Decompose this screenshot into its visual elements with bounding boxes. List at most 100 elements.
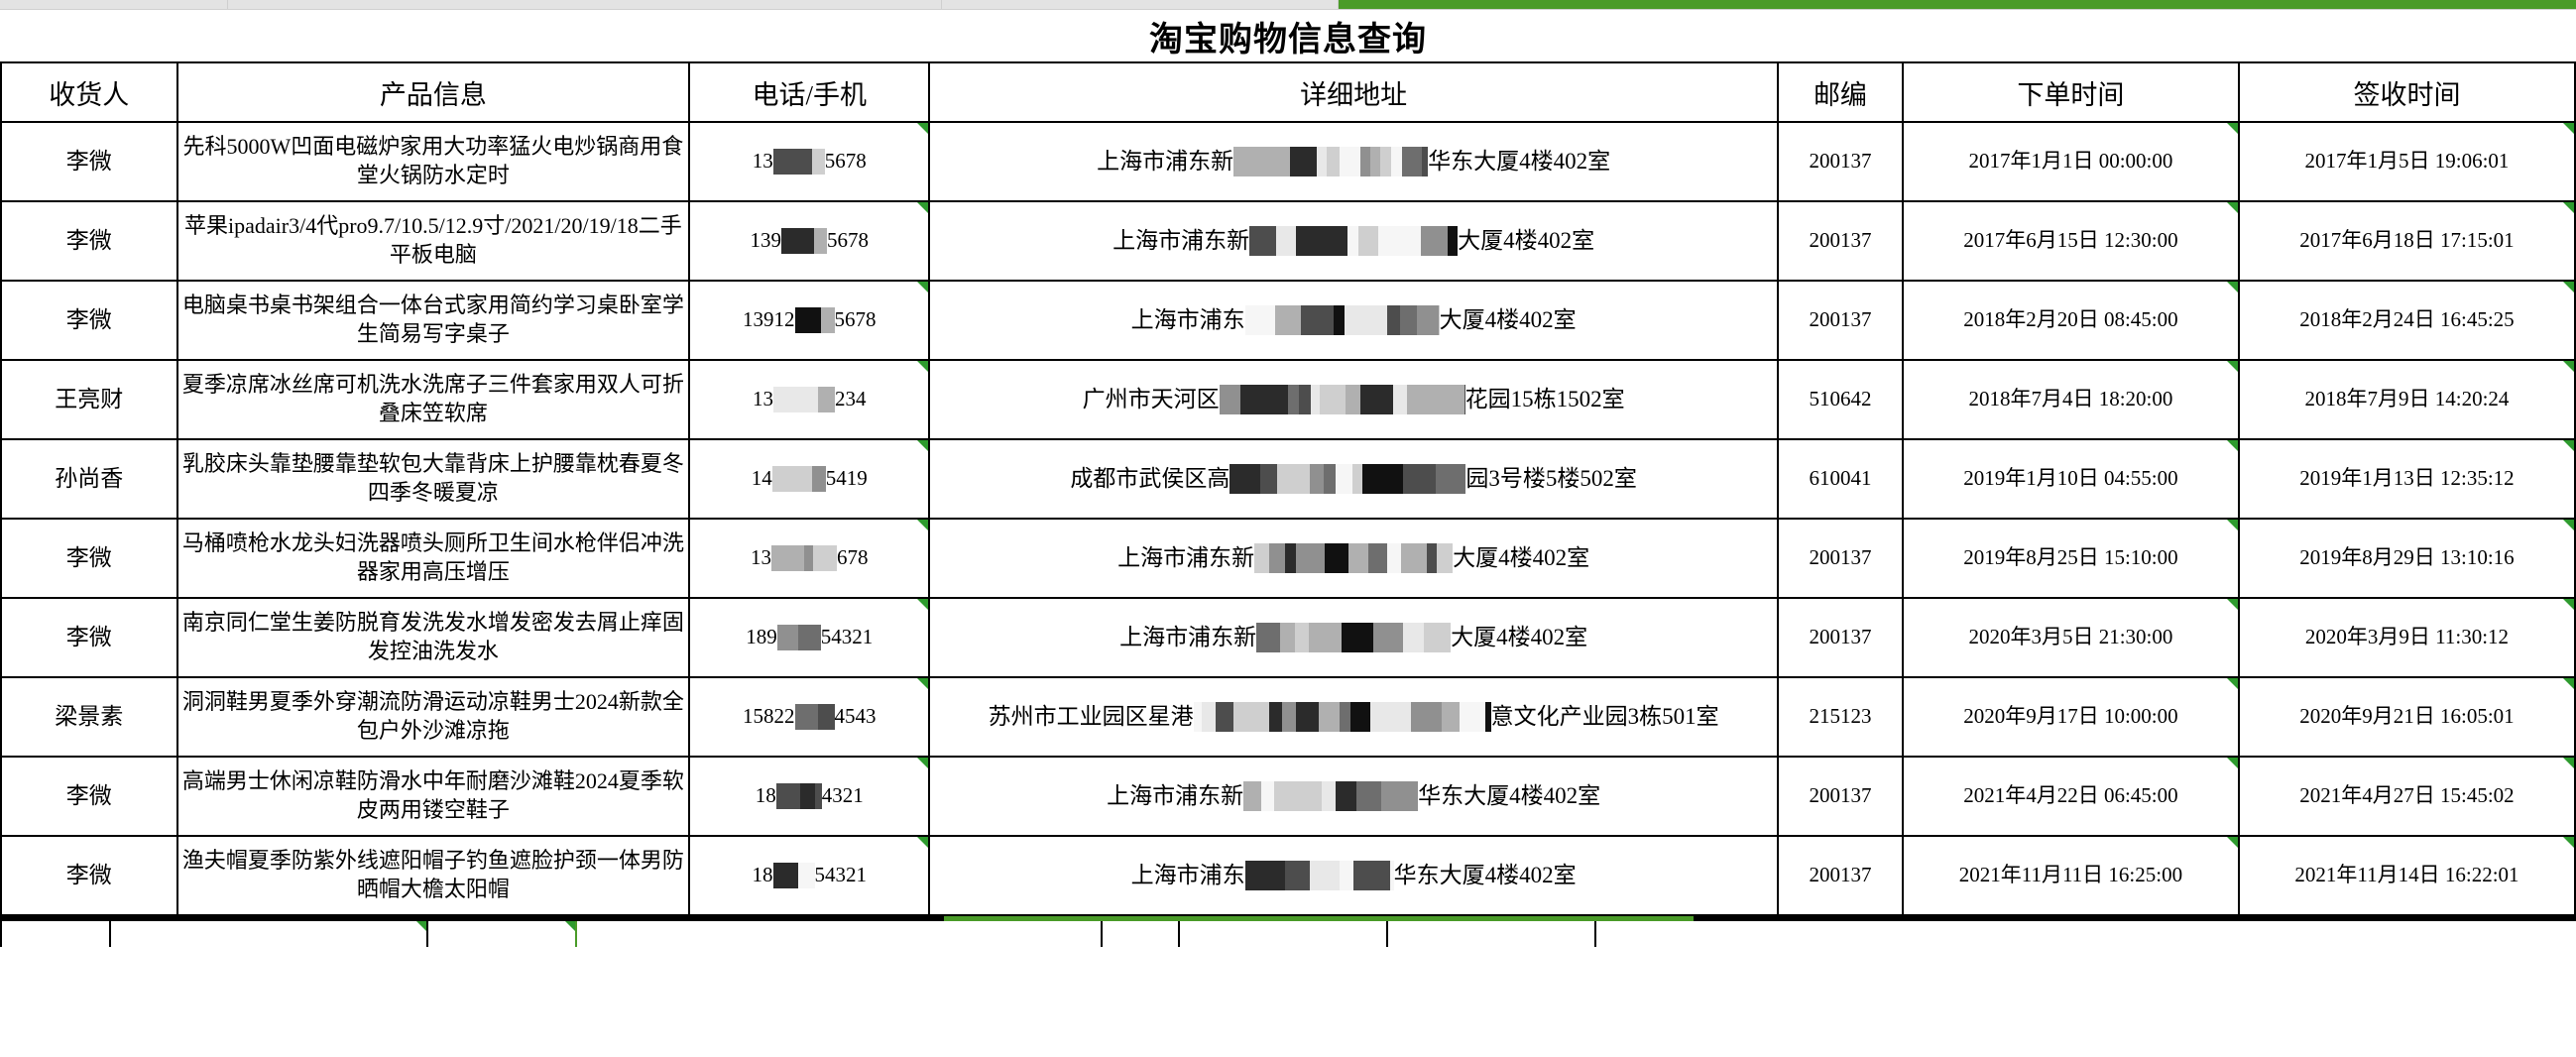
table-row[interactable]: 李微 渔夫帽夏季防紫外线遮阳帽子钓鱼遮脸护颈一体男防晒帽大檐太阳帽 18 54321 上… [0, 835, 2576, 916]
cell-recipient-name[interactable]: 李微 [0, 121, 178, 202]
cell-order-time[interactable]: 2020年3月5日 21:30:00 [1901, 597, 2240, 678]
cell-recipient-name[interactable]: 李微 [0, 835, 178, 916]
table-row[interactable]: 孙尚香 乳胶床头靠垫腰靠垫软包大靠背床上护腰靠枕春夏冬四季冬暖夏凉 14 5419 成都… [0, 438, 2576, 520]
cell-phone-number[interactable]: 18 54321 [688, 835, 931, 916]
cell-postal-code[interactable]: 510642 [1776, 359, 1904, 440]
column-header-signed-at[interactable]: 签收时间 [2237, 61, 2576, 123]
redacted-mosaic [1254, 542, 1454, 573]
cell-product-info[interactable]: 洞洞鞋男夏季外穿潮流防滑运动凉鞋男士2024新款全包户外沙滩凉拖 [176, 676, 691, 758]
cell-order-time[interactable]: 2021年4月22日 06:45:00 [1901, 756, 2240, 837]
cell-product-info[interactable]: 乳胶床头靠垫腰靠垫软包大靠背床上护腰靠枕春夏冬四季冬暖夏凉 [176, 438, 691, 520]
cell-recipient-name[interactable]: 王亮财 [0, 359, 178, 440]
column-header-order-at[interactable]: 下单时间 [1901, 61, 2240, 123]
comment-marker-icon [2563, 521, 2573, 530]
cell-postal-code[interactable]: 200137 [1776, 518, 1904, 599]
cell-detailed-address[interactable]: 上海市浦东新 大厦4楼402室 [928, 200, 1779, 282]
recipient-name-text: 李微 [65, 862, 112, 887]
table-row[interactable]: 李微 苹果ipadair3/4代pro9.7/10.5/12.9寸/2021/20… [0, 200, 2576, 282]
cell-phone-number[interactable]: 13 234 [688, 359, 931, 440]
cell-recipient-name[interactable]: 孙尚香 [0, 438, 178, 520]
cell-order-time[interactable]: 2017年6月15日 12:30:00 [1901, 200, 2240, 282]
cell-postal-code[interactable]: 610041 [1776, 438, 1904, 520]
cell-signed-time[interactable]: 2019年8月29日 13:10:16 [2237, 518, 2576, 599]
cell-detailed-address[interactable]: 上海市浦东新 华东大厦4楼402室 [928, 121, 1779, 202]
cell-recipient-name[interactable]: 李微 [0, 280, 178, 361]
product-info-text: 电脑桌书桌书架组合一体台式家用简约学习桌卧室学生简易写字桌子 [181, 293, 684, 346]
cell-product-info[interactable]: 高端男士休闲凉鞋防滑水中年耐磨沙滩鞋2024夏季软皮两用镂空鞋子 [176, 756, 691, 837]
cell-detailed-address[interactable]: 上海市浦东新 大厦4楼402室 [928, 518, 1779, 599]
cell-recipient-name[interactable]: 李微 [0, 597, 178, 678]
cell-postal-code[interactable]: 215123 [1776, 676, 1904, 758]
cell-signed-time[interactable]: 2019年1月13日 12:35:12 [2237, 438, 2576, 520]
comment-marker-icon [2226, 441, 2237, 451]
cell-order-time[interactable]: 2017年1月1日 00:00:00 [1901, 121, 2240, 202]
recipient-name-text: 梁景素 [55, 703, 124, 729]
cell-order-time[interactable]: 2018年2月20日 08:45:00 [1901, 280, 2240, 361]
postal-code-text: 610041 [1809, 466, 1872, 491]
column-header-address[interactable]: 详细地址 [928, 61, 1779, 123]
redacted-mosaic [1244, 860, 1394, 890]
cell-order-time[interactable]: 2019年1月10日 04:55:00 [1901, 438, 2240, 520]
table-row[interactable]: 李微 南京同仁堂生姜防脱育发洗发水增发密发去屑止痒固发控油洗发水 189 54321 上… [0, 597, 2576, 678]
table-row[interactable]: 王亮财 夏季凉席冰丝席可机洗水洗席子三件套家用双人可折叠床笠软席 13 234 广州市天… [0, 359, 2576, 440]
cell-phone-number[interactable]: 189 54321 [688, 597, 931, 678]
cell-recipient-name[interactable]: 梁景素 [0, 676, 178, 758]
cell-signed-time[interactable]: 2017年6月18日 17:15:01 [2237, 200, 2576, 282]
cell-signed-time[interactable]: 2021年11月14日 16:22:01 [2237, 835, 2576, 916]
cell-order-time[interactable]: 2019年8月25日 15:10:00 [1901, 518, 2240, 599]
cell-detailed-address[interactable]: 上海市浦东新 大厦4楼402室 [928, 597, 1779, 678]
cell-signed-time[interactable]: 2020年3月9日 11:30:12 [2237, 597, 2576, 678]
table-row[interactable]: 李微 马桶喷枪水龙头妇洗器喷头厕所卫生间水枪伴侣冲洗器家用高压增压 13 678 上海市… [0, 518, 2576, 599]
cell-recipient-name[interactable]: 李微 [0, 200, 178, 282]
phone-suffix-text: 54321 [820, 625, 874, 649]
cell-detailed-address[interactable]: 广州市天河区 花园15栋1502室 [928, 359, 1779, 440]
cell-postal-code[interactable]: 200137 [1776, 121, 1904, 202]
cell-phone-number[interactable]: 13 5678 [688, 121, 931, 202]
cell-phone-number[interactable]: 15822 4543 [688, 676, 931, 758]
cell-detailed-address[interactable]: 成都市武侯区高 园3号楼5楼502室 [928, 438, 1779, 520]
order-table: 收货人 产品信息 电话/手机 详细地址 邮编 下单时间 签收时间 李微 先科500… [0, 61, 2576, 916]
cell-detailed-address[interactable]: 上海市浦东 华东大厦4楼402室 [928, 835, 1779, 916]
cell-detailed-address[interactable]: 上海市浦东 大厦4楼402室 [928, 280, 1779, 361]
cell-product-info[interactable]: 苹果ipadair3/4代pro9.7/10.5/12.9寸/2021/20/1… [176, 200, 691, 282]
cell-postal-code[interactable]: 200137 [1776, 200, 1904, 282]
column-header-product[interactable]: 产品信息 [176, 61, 691, 123]
phone-number-value: 15822 4543 [743, 703, 877, 731]
cell-product-info[interactable]: 先科5000W凹面电磁炉家用大功率猛火电炒锅商用食堂火锅防水定时 [176, 121, 691, 202]
cell-phone-number[interactable]: 18 4321 [688, 756, 931, 837]
cell-product-info[interactable]: 马桶喷枪水龙头妇洗器喷头厕所卫生间水枪伴侣冲洗器家用高压增压 [176, 518, 691, 599]
column-header-phone[interactable]: 电话/手机 [688, 61, 931, 123]
cell-product-info[interactable]: 电脑桌书桌书架组合一体台式家用简约学习桌卧室学生简易写字桌子 [176, 280, 691, 361]
cell-product-info[interactable]: 夏季凉席冰丝席可机洗水洗席子三件套家用双人可折叠床笠软席 [176, 359, 691, 440]
cell-recipient-name[interactable]: 李微 [0, 756, 178, 837]
cell-order-time[interactable]: 2018年7月4日 18:20:00 [1901, 359, 2240, 440]
cell-phone-number[interactable]: 139 5678 [688, 200, 931, 282]
cell-phone-number[interactable]: 14 5419 [688, 438, 931, 520]
detailed-address-value: 上海市浦东 华东大厦4楼402室 [1131, 860, 1577, 890]
cell-order-time[interactable]: 2020年9月17日 10:00:00 [1901, 676, 2240, 758]
column-header-zip[interactable]: 邮编 [1776, 61, 1904, 123]
cell-phone-number[interactable]: 13912 5678 [688, 280, 931, 361]
cell-signed-time[interactable]: 2021年4月27日 15:45:02 [2237, 756, 2576, 837]
table-row[interactable]: 李微 电脑桌书桌书架组合一体台式家用简约学习桌卧室学生简易写字桌子 13912 567… [0, 280, 2576, 361]
cell-recipient-name[interactable]: 李微 [0, 518, 178, 599]
column-header-name[interactable]: 收货人 [0, 61, 178, 123]
cell-order-time[interactable]: 2021年11月11日 16:25:00 [1901, 835, 2240, 916]
cell-signed-time[interactable]: 2018年7月9日 14:20:24 [2237, 359, 2576, 440]
order-time-text: 2019年8月25日 15:10:00 [1963, 545, 2178, 570]
cell-postal-code[interactable]: 200137 [1776, 835, 1904, 916]
cell-signed-time[interactable]: 2017年1月5日 19:06:01 [2237, 121, 2576, 202]
cell-postal-code[interactable]: 200137 [1776, 756, 1904, 837]
table-row[interactable]: 李微 先科5000W凹面电磁炉家用大功率猛火电炒锅商用食堂火锅防水定时 13 5678… [0, 121, 2576, 202]
cell-signed-time[interactable]: 2018年2月24日 16:45:25 [2237, 280, 2576, 361]
cell-product-info[interactable]: 南京同仁堂生姜防脱育发洗发水增发密发去屑止痒固发控油洗发水 [176, 597, 691, 678]
cell-signed-time[interactable]: 2020年9月21日 16:05:01 [2237, 676, 2576, 758]
cell-postal-code[interactable]: 200137 [1776, 597, 1904, 678]
cell-detailed-address[interactable]: 苏州市工业园区星港 意文化产业园3栋501室 [928, 676, 1779, 758]
cell-phone-number[interactable]: 13 678 [688, 518, 931, 599]
cell-detailed-address[interactable]: 上海市浦东新 华东大厦4楼402室 [928, 756, 1779, 837]
cell-postal-code[interactable]: 200137 [1776, 280, 1904, 361]
cell-product-info[interactable]: 渔夫帽夏季防紫外线遮阳帽子钓鱼遮脸护颈一体男防晒帽大檐太阳帽 [176, 835, 691, 916]
table-row[interactable]: 梁景素 洞洞鞋男夏季外穿潮流防滑运动凉鞋男士2024新款全包户外沙滩凉拖 15822… [0, 676, 2576, 758]
table-row[interactable]: 李微 高端男士休闲凉鞋防滑水中年耐磨沙滩鞋2024夏季软皮两用镂空鞋子 18 4321… [0, 756, 2576, 837]
